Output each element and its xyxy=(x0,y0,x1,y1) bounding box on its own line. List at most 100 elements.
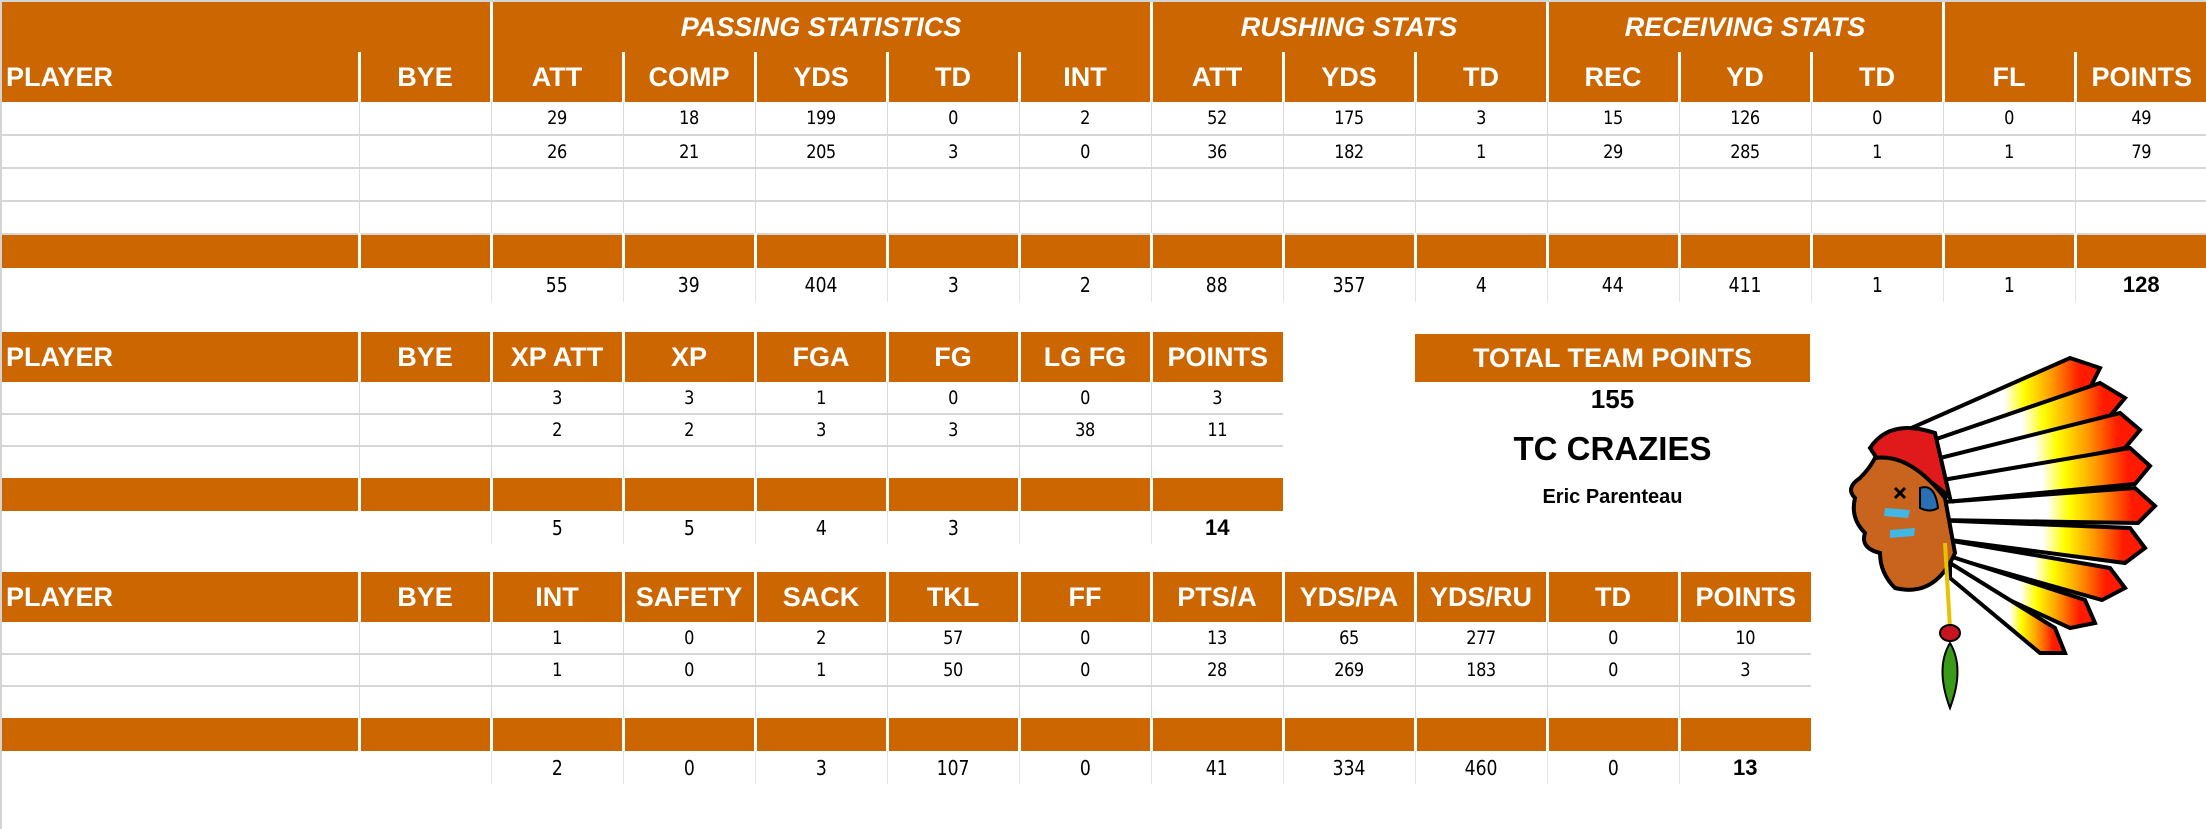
bye-cell[interactable] xyxy=(358,135,491,169)
stat-cell[interactable] xyxy=(490,168,623,202)
stat-cell[interactable] xyxy=(1810,201,1944,235)
player-cell[interactable] xyxy=(2,102,359,136)
stat-cell[interactable] xyxy=(1678,201,1812,235)
stat-cell[interactable]: 277 xyxy=(1424,622,1538,655)
player-cell[interactable] xyxy=(2,168,359,202)
stat-cell[interactable]: 1 xyxy=(500,622,614,655)
player-cell[interactable] xyxy=(2,135,359,169)
stat-cell[interactable] xyxy=(1942,201,2076,235)
stat-cell[interactable] xyxy=(1282,686,1415,718)
bye-cell[interactable] xyxy=(358,382,491,415)
stat-cell[interactable]: 0 xyxy=(1556,622,1670,655)
stat-cell[interactable] xyxy=(886,201,1019,235)
stat-cell[interactable] xyxy=(1018,686,1151,718)
player-cell[interactable] xyxy=(2,382,359,415)
stat-cell[interactable] xyxy=(2074,201,2206,235)
bye-cell[interactable] xyxy=(358,168,491,202)
stat-cell[interactable] xyxy=(1546,168,1680,202)
stat-cell[interactable]: 2 xyxy=(1028,102,1142,136)
bye-cell[interactable] xyxy=(358,686,491,718)
stat-cell[interactable] xyxy=(1810,168,1944,202)
stat-cell[interactable]: 50 xyxy=(896,654,1010,687)
stat-cell[interactable]: 0 xyxy=(1952,102,2066,136)
stat-cell[interactable] xyxy=(622,686,755,718)
stat-cell[interactable] xyxy=(886,168,1019,202)
stat-cell[interactable]: 0 xyxy=(632,622,746,655)
stat-cell[interactable] xyxy=(1150,168,1284,202)
bye-cell[interactable] xyxy=(358,654,491,687)
stat-cell[interactable]: 3 xyxy=(1160,382,1274,415)
stat-cell[interactable]: 199 xyxy=(764,102,878,136)
stat-cell[interactable]: 3 xyxy=(764,414,878,447)
stat-cell[interactable]: 21 xyxy=(632,135,746,169)
stat-cell[interactable]: 13 xyxy=(1160,622,1274,655)
stat-cell[interactable]: 3 xyxy=(500,382,614,415)
stat-cell[interactable]: 0 xyxy=(632,654,746,687)
stat-cell[interactable] xyxy=(1678,686,1811,718)
stat-cell[interactable]: 0 xyxy=(1028,135,1142,169)
bye-cell[interactable] xyxy=(358,446,491,478)
stat-cell[interactable] xyxy=(754,201,887,235)
stat-cell[interactable] xyxy=(622,201,755,235)
stat-cell[interactable]: 175 xyxy=(1292,102,1406,136)
stat-cell[interactable]: 36 xyxy=(1160,135,1274,169)
stat-cell[interactable] xyxy=(1150,446,1283,478)
stat-cell[interactable]: 0 xyxy=(1556,654,1670,687)
stat-cell[interactable] xyxy=(754,686,887,718)
stat-cell[interactable] xyxy=(1018,201,1152,235)
stat-cell[interactable] xyxy=(754,168,887,202)
player-cell[interactable] xyxy=(2,654,359,687)
stat-cell[interactable] xyxy=(1282,168,1416,202)
stat-cell[interactable]: 2 xyxy=(764,622,878,655)
stat-cell[interactable]: 182 xyxy=(1292,135,1406,169)
stat-cell[interactable]: 285 xyxy=(1688,135,1802,169)
stat-cell[interactable]: 49 xyxy=(2084,102,2198,136)
player-cell[interactable] xyxy=(2,622,359,655)
stat-cell[interactable] xyxy=(490,201,623,235)
stat-cell[interactable]: 3 xyxy=(632,382,746,415)
stat-cell[interactable] xyxy=(1942,168,2076,202)
bye-cell[interactable] xyxy=(358,622,491,655)
stat-cell[interactable]: 79 xyxy=(2084,135,2198,169)
stat-cell[interactable]: 1 xyxy=(1952,135,2066,169)
stat-cell[interactable]: 3 xyxy=(896,414,1010,447)
stat-cell[interactable]: 2 xyxy=(500,414,614,447)
stat-cell[interactable] xyxy=(1546,686,1679,718)
stat-cell[interactable] xyxy=(1018,168,1152,202)
stat-cell[interactable]: 0 xyxy=(896,382,1010,415)
stat-cell[interactable]: 0 xyxy=(896,102,1010,136)
stat-cell[interactable] xyxy=(1414,168,1548,202)
stat-cell[interactable]: 0 xyxy=(1028,622,1142,655)
player-cell[interactable] xyxy=(2,686,359,718)
stat-cell[interactable] xyxy=(886,446,1019,478)
stat-cell[interactable] xyxy=(1150,686,1283,718)
player-cell[interactable] xyxy=(2,201,359,235)
stat-cell[interactable]: 1 xyxy=(764,654,878,687)
stat-cell[interactable] xyxy=(490,686,623,718)
stat-cell[interactable]: 29 xyxy=(1556,135,1670,169)
stat-cell[interactable]: 57 xyxy=(896,622,1010,655)
stat-cell[interactable]: 28 xyxy=(1160,654,1274,687)
stat-cell[interactable]: 15 xyxy=(1556,102,1670,136)
stat-cell[interactable]: 18 xyxy=(632,102,746,136)
stat-cell[interactable]: 183 xyxy=(1424,654,1538,687)
stat-cell[interactable]: 3 xyxy=(1424,102,1538,136)
stat-cell[interactable] xyxy=(1282,201,1416,235)
stat-cell[interactable] xyxy=(1150,201,1284,235)
stat-cell[interactable]: 10 xyxy=(1688,622,1802,655)
stat-cell[interactable]: 38 xyxy=(1028,414,1142,447)
stat-cell[interactable]: 3 xyxy=(896,135,1010,169)
stat-cell[interactable] xyxy=(1546,201,1680,235)
stat-cell[interactable] xyxy=(886,686,1019,718)
stat-cell[interactable]: 26 xyxy=(500,135,614,169)
stat-cell[interactable]: 3 xyxy=(1688,654,1802,687)
stat-cell[interactable] xyxy=(490,446,623,478)
stat-cell[interactable]: 0 xyxy=(1028,654,1142,687)
stat-cell[interactable]: 1 xyxy=(764,382,878,415)
bye-cell[interactable] xyxy=(358,102,491,136)
stat-cell[interactable] xyxy=(1414,686,1547,718)
stat-cell[interactable] xyxy=(1018,446,1151,478)
bye-cell[interactable] xyxy=(358,201,491,235)
stat-cell[interactable]: 1 xyxy=(500,654,614,687)
stat-cell[interactable]: 0 xyxy=(1028,382,1142,415)
